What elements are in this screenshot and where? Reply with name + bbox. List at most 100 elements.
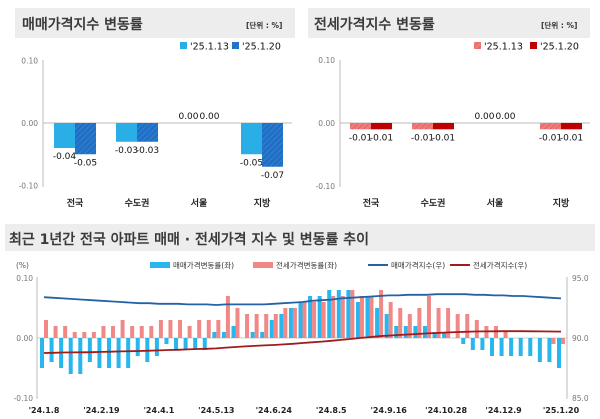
sale-change-bar [78, 338, 83, 374]
jeonse-change-bar [503, 332, 508, 338]
jeonse-change-bar [379, 290, 384, 338]
x-tick-label: '24.10.28 [425, 406, 467, 415]
sale-chart-title: 매매가격지수 변동률 [22, 17, 143, 33]
sale-index-line [43, 293, 562, 306]
jeonse-data-label: -0.01 [349, 133, 372, 143]
sale-change-bar [442, 332, 447, 338]
sale-change-bar [193, 338, 198, 350]
sale-bar [54, 123, 75, 148]
jeonse-legend-label: '25.1.13 [484, 42, 523, 53]
sale-unit-label: [단위 : %] [246, 21, 283, 30]
sale-data-label: -0.07 [261, 171, 284, 181]
jeonse-change-bar [302, 302, 307, 338]
sale-data-label: -0.05 [74, 158, 97, 168]
sale-y-tick-label: 0.00 [21, 119, 38, 128]
jeonse-change-bar [321, 302, 326, 338]
jeonse-change-bar [149, 326, 154, 338]
jeonse-data-label: -0.01 [432, 133, 455, 143]
jeonse-chart-title: 전세가격지수 변동률 [314, 17, 435, 33]
legend-swatch [150, 262, 170, 268]
sale-change-bar [422, 326, 427, 338]
legend-label: 매매가격변동률(좌) [173, 260, 234, 270]
jeonse-bar [561, 123, 582, 130]
right-y-tick-label: 85.0 [572, 394, 589, 403]
sale-change-bar [212, 332, 217, 338]
jeonse-change-bar [446, 308, 451, 338]
sale-title-bar [15, 8, 295, 38]
jeonse-legend-swatch [530, 42, 537, 49]
jeonse-change-bar [283, 308, 288, 338]
jeonse-change-bar [72, 332, 77, 338]
jeonse-change-bar [139, 326, 144, 338]
sale-change-bar [135, 338, 140, 356]
sale-change-bar [40, 338, 44, 368]
jeonse-legend-label: '25.1.20 [540, 42, 579, 53]
sale-change-bar [154, 338, 159, 356]
jeonse-change-bar [158, 320, 163, 338]
sale-change-bar [336, 290, 341, 338]
jeonse-category-label: 서울 [487, 197, 504, 209]
sale-category-label: 전국 [67, 197, 84, 209]
x-tick-label: '24.6.24 [256, 406, 293, 415]
sale-legend-label: '25.1.13 [190, 42, 229, 53]
jeonse-change-bar [312, 302, 317, 338]
sale-change-bar [107, 338, 112, 368]
sale-change-bar [394, 326, 399, 338]
sale-change-bar [480, 338, 485, 350]
jeonse-change-bar [350, 290, 355, 338]
jeonse-change-bar [101, 326, 106, 338]
sale-change-bar [384, 314, 389, 338]
sale-legend-swatch [232, 42, 239, 49]
sale-change-bar [365, 296, 370, 338]
jeonse-change-bar [44, 320, 48, 338]
jeonse-change-bar [388, 302, 393, 338]
sale-change-bar [269, 320, 274, 338]
sale-category-label: 수도권 [125, 197, 150, 209]
jeonse-change-bar [417, 308, 422, 338]
jeonse-data-label: -0.01 [539, 133, 562, 143]
jeonse-data-label: -0.01 [560, 133, 583, 143]
jeonse-change-bar [369, 296, 374, 338]
sale-change-bar [346, 290, 351, 338]
jeonse-change-bar [168, 320, 173, 338]
sale-change-bar [97, 338, 102, 368]
left-axis-unit: (%) [16, 261, 29, 270]
sale-category-label: 서울 [191, 197, 208, 209]
jeonse-title-bar [308, 8, 590, 38]
jeonse-bar [540, 123, 561, 130]
jeonse-data-label: -0.01 [370, 133, 393, 143]
x-tick-label: '24.1.8 [29, 406, 60, 415]
jeonse-change-bar [340, 296, 345, 338]
sale-change-bar [308, 296, 313, 338]
sale-data-label: -0.03 [115, 146, 138, 156]
x-tick-label: '24.9.16 [370, 406, 407, 415]
sale-change-bar [518, 338, 523, 356]
left-y-tick-label: 0.10 [16, 274, 33, 283]
left-y-tick-label: -0.10 [14, 394, 34, 403]
x-tick-label: '25.1.20 [543, 406, 580, 415]
sale-change-bar [509, 338, 514, 356]
sale-bar [75, 123, 96, 155]
sale-change-bar [327, 290, 332, 338]
x-tick-label: '24.2.19 [83, 406, 120, 415]
sale-bar [262, 123, 283, 167]
jeonse-change-bar [91, 332, 96, 338]
right-y-tick-label: 90.0 [572, 334, 589, 343]
sale-change-bar [164, 338, 169, 344]
jeonse-change-bar [426, 296, 431, 338]
sale-change-bar [68, 338, 73, 374]
sale-change-bar [461, 338, 466, 344]
jeonse-change-bar [53, 326, 58, 338]
sale-change-bar [221, 332, 226, 338]
jeonse-change-bar [474, 320, 479, 338]
sale-change-bar [174, 338, 179, 350]
right-y-tick-label: 95.0 [572, 274, 589, 283]
sale-data-label: -0.03 [136, 146, 159, 156]
jeonse-change-bar [206, 320, 211, 338]
jeonse-change-bar [273, 314, 278, 338]
sale-legend-swatch [180, 42, 187, 49]
jeonse-change-bar [197, 320, 202, 338]
jeonse-index-line [43, 330, 562, 354]
sale-change-bar [116, 338, 121, 368]
